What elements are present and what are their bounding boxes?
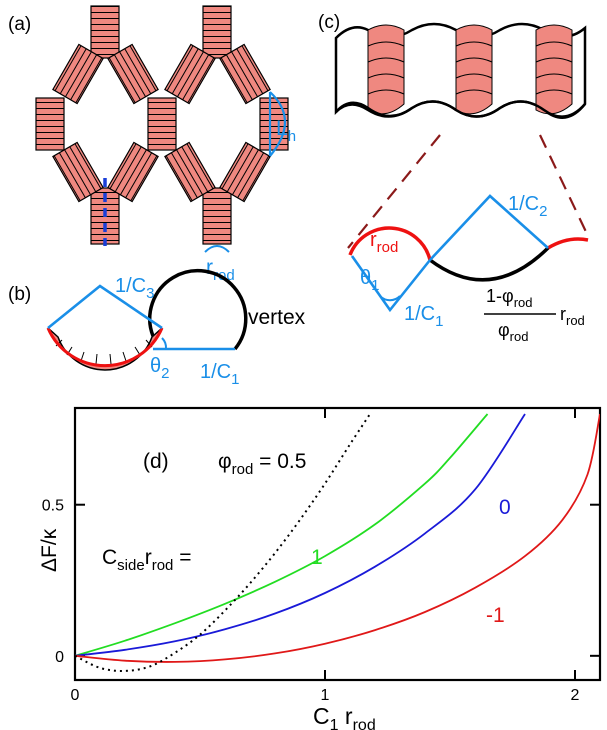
c1-radius-lines bbox=[350, 255, 432, 313]
zoom-line-right bbox=[539, 134, 589, 237]
fraction-label: 1-φrod φrod rrod bbox=[484, 286, 585, 344]
zoom-line-left bbox=[347, 134, 441, 249]
phi-annotation: φrod = 0.5 bbox=[218, 450, 306, 478]
svg-text:1-φrod: 1-φrod bbox=[486, 286, 532, 310]
length-label: Lh bbox=[276, 117, 296, 145]
y-tick-label: 0 bbox=[55, 649, 64, 666]
x-tick-label: 2 bbox=[571, 687, 580, 704]
rod-cross-section bbox=[47, 327, 163, 371]
c1-label-c: 1/C1 bbox=[404, 303, 443, 330]
panel-b: (b) 1/C3 θ2 1/C1 vertex bbox=[8, 268, 306, 388]
panel-c-label: (c) bbox=[318, 12, 340, 33]
vertex-arc bbox=[148, 268, 248, 351]
svg-text:φrod: φrod bbox=[498, 320, 528, 344]
length-bracket bbox=[269, 91, 286, 157]
cside-annotation: Csiderrod = bbox=[102, 546, 192, 574]
rrod-label: rrod bbox=[370, 229, 398, 256]
panel-d-chart: 0 1 2 0 0.5 (d) φrod = 0.5 Csiderrod = 1 0 -… bbox=[38, 406, 602, 730]
series-line-0 bbox=[75, 413, 489, 657]
c1-label-b: 1/C1 bbox=[200, 361, 239, 388]
rod-arc bbox=[348, 226, 432, 261]
theta1-label: θ1 bbox=[360, 267, 379, 294]
panel-a-label: (a) bbox=[8, 14, 31, 35]
c3-label: 1/C3 bbox=[115, 275, 154, 302]
panel-d-label: (d) bbox=[143, 450, 169, 473]
membrane-arc bbox=[428, 246, 550, 282]
series-line-2 bbox=[75, 413, 600, 663]
honeycomb-rods bbox=[35, 5, 289, 245]
y-axis-label: ΔF/κ bbox=[38, 528, 61, 572]
series-label-neg1: -1 bbox=[486, 604, 505, 627]
series-line-1 bbox=[75, 413, 526, 657]
vertex-label: vertex bbox=[248, 306, 306, 329]
radius-label: rrod bbox=[206, 256, 235, 284]
plot-frame bbox=[73, 406, 602, 682]
panel-b-label: (b) bbox=[8, 284, 31, 305]
c3-radius-lines bbox=[47, 284, 163, 330]
c2-radius-lines bbox=[429, 194, 549, 261]
series-layer bbox=[75, 413, 600, 672]
x-tick-label: 0 bbox=[71, 687, 80, 704]
panel-a: (a) Lh rrod bbox=[8, 5, 296, 284]
c2-label: 1/C2 bbox=[508, 193, 547, 220]
theta2-label: θ2 bbox=[150, 355, 169, 382]
series-label-0: 0 bbox=[499, 496, 511, 519]
corrugated-membrane bbox=[334, 22, 587, 119]
svg-text:rrod: rrod bbox=[560, 304, 585, 328]
radius-bracket bbox=[204, 245, 230, 253]
series-label-1: 1 bbox=[311, 546, 323, 569]
panel-c: (c) rrod θ1 1/C2 1/C1 1-φro bbox=[318, 12, 589, 344]
x-tick-label: 1 bbox=[321, 687, 330, 704]
x-axis-label: C1 rrod bbox=[313, 703, 376, 730]
y-tick-label: 0.5 bbox=[42, 498, 64, 515]
